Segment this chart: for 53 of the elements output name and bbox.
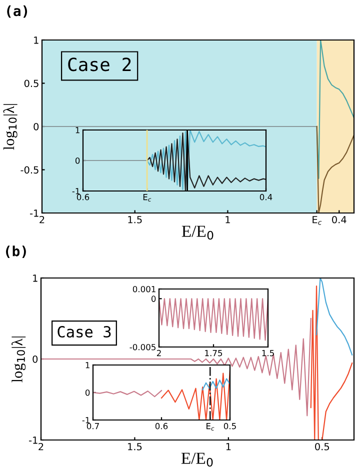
y-tick-label: 1 — [76, 127, 80, 134]
y-tick-label: 1 — [34, 36, 38, 44]
chart-title: (a) — [7, 5, 28, 18]
annotation: Case 2 — [68, 58, 131, 72]
y-tick-label: 1 — [33, 274, 38, 282]
line-series — [316, 278, 353, 356]
y-tick-label: 0 — [75, 157, 80, 164]
x-tick-label: E$_{c}$ — [143, 194, 152, 202]
line-series — [316, 40, 354, 179]
y-tick-label: 0 — [85, 389, 90, 396]
x-tick-label: 2 — [40, 216, 44, 224]
line-series — [160, 370, 230, 420]
y-tick-label: -1 — [30, 210, 38, 217]
x-tick-label: E$_{c}$ — [312, 216, 322, 225]
x-tick-label: 2 — [38, 442, 44, 450]
line-series — [159, 298, 268, 341]
line-series — [202, 378, 230, 390]
x-tick-label: 1.5 — [128, 216, 142, 224]
y-tick-label: 0 — [151, 296, 156, 302]
y-tick-label: -0.005 — [130, 344, 156, 350]
y-tick-label: 1 — [86, 362, 90, 368]
x-tick-label: 0.4 — [332, 216, 346, 224]
chart-title: (b) — [6, 246, 26, 258]
x-tick-label: 0.5 — [315, 442, 330, 450]
x-axis-title: E/E$_{0}$ — [182, 226, 214, 240]
line-series — [310, 286, 353, 440]
y-axis-title: log$_{10}$|λ| — [12, 336, 26, 382]
x-tick-label: E$_{c}$ — [206, 423, 214, 431]
y-tick-label: -1 — [72, 188, 80, 194]
y-tick-label: 0 — [32, 355, 38, 363]
x-tick-label: 1.5 — [128, 443, 142, 450]
x-tick-label: 1 — [226, 216, 230, 224]
line-series — [41, 318, 312, 416]
y-tick-label: 0 — [34, 122, 39, 130]
y-tick-label: -0.5 — [20, 166, 38, 174]
x-axis-title: E/E$_{0}$ — [181, 452, 213, 467]
x-tick-label: 1.5 — [262, 350, 274, 356]
x-tick-label: 2 — [156, 350, 161, 356]
y-tick-label: -1 — [29, 436, 38, 444]
x-tick-label: 0.7 — [86, 422, 99, 430]
y-tick-label: 0.001 — [132, 286, 156, 292]
x-tick-label: 1.75 — [205, 350, 222, 356]
y-axis-title: log$_{10}$|λ| — [3, 104, 18, 150]
x-tick-label: 0.5 — [224, 422, 236, 430]
x-tick-label: 1 — [226, 443, 231, 450]
y-tick-label: -1 — [82, 417, 90, 424]
line-series — [316, 126, 354, 213]
y-tick-label: 0.5 — [24, 80, 38, 88]
x-tick-label: 0.4 — [260, 194, 272, 200]
x-tick-label: 0.6 — [155, 422, 168, 430]
annotation: Case 3 — [58, 326, 111, 338]
x-tick-label: 0.6 — [76, 194, 90, 200]
line-series — [93, 390, 162, 398]
